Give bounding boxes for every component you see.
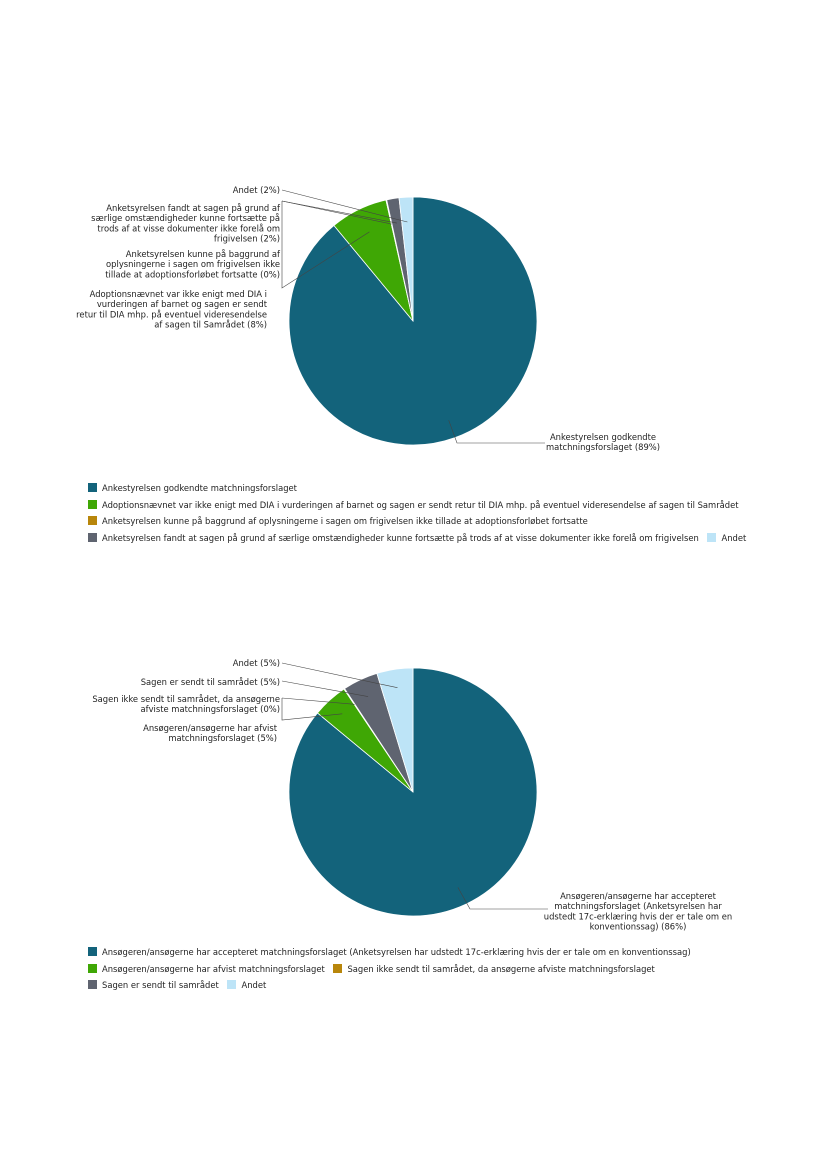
legend-label: Anketsyrelsen kunne på baggrund af oplys… — [102, 516, 588, 526]
callout-label-line: matchningsforslaget (5%) — [168, 733, 277, 743]
legend-swatch — [88, 980, 97, 989]
callout-label-line: matchningsforslaget (Anketsyrelsen har — [554, 901, 722, 911]
callout-label-line: Andet (2%) — [233, 185, 280, 195]
callout-leader-line — [281, 200, 397, 224]
pie-chart-1-legend: Ankestyrelsen godkendte matchningsforsla… — [88, 483, 752, 549]
legend-label: Adoptionsnævnet var ikke enigt med DIA i… — [102, 499, 739, 510]
callout-label: Adoptionsnævnet var ikke enigt med DIA i… — [76, 289, 268, 330]
callout-label-line: Adoptionsnævnet var ikke enigt med DIA i — [90, 289, 267, 299]
pie-slice — [398, 196, 414, 322]
legend-item: Anketsyrelsen kunne på baggrund af oplys… — [88, 516, 588, 527]
legend-label: Ansøgeren/ansøgerne har afvist matchning… — [102, 963, 325, 974]
callout-leader-line — [281, 189, 408, 223]
legend-label: Ansøgeren/ansøgerne har accepteret match… — [102, 947, 691, 957]
legend-item: Andet — [227, 980, 266, 991]
callout-leader-line — [281, 680, 369, 697]
callout-label-line: Anketsyrelsen fandt at sagen på grund af — [106, 203, 281, 213]
callout-leader-line — [281, 201, 370, 289]
legend-swatch — [88, 516, 97, 525]
callout-label: Andet (5%) — [233, 658, 280, 668]
callout-leader-line — [281, 698, 343, 721]
legend-row: Sagen er sendt til samrådet Andet — [88, 980, 697, 991]
legend-swatch — [88, 532, 97, 542]
callout-label-line: Sagen ikke sendt til samrådet, da ansøge… — [92, 694, 280, 704]
callout-label: Anketsyrelsen kunne på baggrund af oplysn… — [105, 249, 281, 279]
callout-label-line: oplysningerne i sagen om frigivelsen ikk… — [106, 259, 280, 269]
callout-leader-line — [457, 887, 548, 910]
callout-label: Sagen er sendt til samrådet (5%) — [141, 677, 280, 687]
legend-label: Anketsyrelsen fandt at sagen på grund af… — [102, 532, 699, 543]
legend-swatch — [88, 947, 97, 956]
callout-label: Andet (2%) — [233, 185, 280, 195]
pie-chart-2-legend: Ansøgeren/ansøgerne har accepteret match… — [88, 947, 697, 997]
callout-label: Anketsyrelsen fandt at sagen på grund af… — [91, 203, 281, 244]
legend-label: Sagen er sendt til samrådet — [102, 980, 219, 990]
callout-leader-line — [281, 662, 398, 688]
legend-row: Ansøgeren/ansøgerne har accepteret match… — [88, 947, 697, 958]
callout-label-line: Ansøgeren/ansøgerne har accepteret — [560, 891, 717, 901]
legend-label: Andet — [721, 532, 747, 543]
legend-item: Ansøgeren/ansøgerne har afvist matchning… — [88, 963, 325, 975]
legend-item: Adoptionsnævnet var ikke enigt med DIA i… — [88, 499, 739, 511]
legend-swatch — [88, 483, 97, 492]
callout-label-line: udstedt 17c-erklæring hvis der er tale o… — [544, 911, 732, 921]
legend-swatch — [227, 980, 237, 989]
legend-label: Ankestyrelsen godkendte matchningsforsla… — [102, 483, 297, 493]
legend-item: Andet — [707, 532, 747, 544]
legend-item: Sagen er sendt til samrådet — [88, 980, 219, 991]
callout-leader-line — [281, 200, 392, 225]
callout-label-line: vurderingen af barnet og sagen er sendt — [97, 299, 268, 309]
legend-row: Adoptionsnævnet var ikke enigt med DIA i… — [88, 499, 752, 511]
legend-row: Ankestyrelsen godkendte matchningsforsla… — [88, 483, 752, 494]
callout-leader-line — [281, 697, 355, 705]
pie-slice — [376, 667, 414, 793]
callout-label-line: Ansøgeren/ansøgerne har afvist — [143, 723, 278, 733]
callout-label-line: Anketsyrelsen kunne på baggrund af — [126, 249, 281, 259]
callout-label-line: Andet (5%) — [233, 658, 280, 668]
legend-swatch — [88, 963, 97, 973]
legend-swatch — [88, 499, 97, 509]
callout-label: Sagen ikke sendt til samrådet, da ansøge… — [92, 694, 280, 714]
pie-chart-2-plot: Ansøgeren/ansøgerne har accepteret matchn… — [92, 658, 732, 932]
callout-label: Ansøgeren/ansøgerne har accepteret matchn… — [544, 891, 732, 932]
callout-label-line: særlige omstændigheder kunne fortsætte p… — [91, 213, 280, 223]
legend-item: Ankestyrelsen godkendte matchningsforsla… — [88, 483, 297, 494]
callout-label-line: matchningsforslaget (89%) — [546, 442, 660, 452]
callout-label-line: af sagen til Samrådet (8%) — [154, 320, 267, 330]
callout-label-line: Ankestyrelsen godkendte — [550, 432, 656, 442]
callout-label-line: retur til DIA mhp. på eventuel videresen… — [76, 309, 267, 319]
legend-row: Anketsyrelsen kunne på baggrund af oplys… — [88, 516, 752, 527]
callout-label: Ankestyrelsen godkendte matchningsforslag… — [546, 432, 660, 452]
pie-chart-1: Ankestyrelsen godkendte matchningsforslag… — [0, 170, 827, 560]
legend-swatch — [333, 963, 343, 973]
legend-label: Andet — [241, 980, 267, 990]
callout-label-line: trods af at visse dokumenter ikke forelå… — [97, 223, 280, 233]
callout-label: Ansøgeren/ansøgerne har afvist matchnings… — [143, 723, 278, 743]
callout-label-line: Sagen er sendt til samrådet (5%) — [141, 677, 280, 687]
legend-row: Anketsyrelsen fandt at sagen på grund af… — [88, 532, 752, 544]
legend-item: Sagen ikke sendt til samrådet, da ansøge… — [333, 963, 655, 975]
legend-row: Ansøgeren/ansøgerne har afvist matchning… — [88, 963, 697, 975]
callout-label-line: konventionssag) (86%) — [590, 922, 687, 932]
callout-label-line: afviste matchningsforslaget (0%) — [140, 704, 280, 714]
legend-label: Sagen ikke sendt til samrådet, da ansøge… — [347, 963, 655, 974]
pie-chart-1-plot: Ankestyrelsen godkendte matchningsforslag… — [76, 185, 660, 452]
callout-label-line: tillade at adoptionsforløbet fortsatte (… — [105, 269, 280, 279]
callout-label-line: frigivelsen (2%) — [214, 234, 280, 244]
pie-chart-2: Ansøgeren/ansøgerne har accepteret matchn… — [0, 650, 827, 1000]
legend-item: Ansøgeren/ansøgerne har accepteret match… — [88, 947, 691, 958]
legend-swatch — [707, 532, 717, 542]
legend-item: Anketsyrelsen fandt at sagen på grund af… — [88, 532, 699, 544]
callout-leader-line — [448, 420, 545, 444]
